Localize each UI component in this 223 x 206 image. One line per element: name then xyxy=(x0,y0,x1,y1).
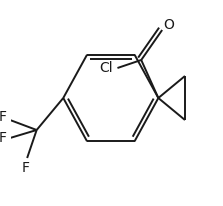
Text: O: O xyxy=(163,18,174,32)
Text: Cl: Cl xyxy=(99,61,113,75)
Text: F: F xyxy=(0,131,6,145)
Text: F: F xyxy=(21,161,29,175)
Text: F: F xyxy=(0,110,6,124)
